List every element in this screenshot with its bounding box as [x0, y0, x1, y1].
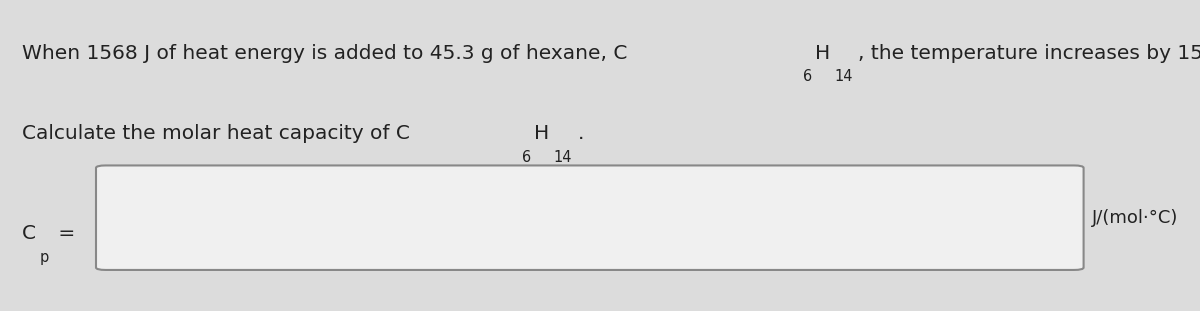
Text: 6: 6 [522, 150, 532, 165]
Text: J/(mol·°C): J/(mol·°C) [1092, 209, 1178, 227]
Text: H: H [815, 44, 829, 63]
Text: 14: 14 [553, 150, 572, 165]
Text: C: C [22, 224, 36, 243]
Text: p: p [40, 250, 49, 265]
Text: 6: 6 [803, 69, 812, 85]
Text: , the temperature increases by 15.3 °C.: , the temperature increases by 15.3 °C. [858, 44, 1200, 63]
Text: .: . [577, 124, 583, 143]
Text: =: = [52, 224, 74, 243]
Text: H: H [534, 124, 550, 143]
Text: Calculate the molar heat capacity of C: Calculate the molar heat capacity of C [22, 124, 409, 143]
Text: 14: 14 [834, 69, 853, 85]
FancyBboxPatch shape [96, 165, 1084, 270]
Text: When 1568 J of heat energy is added to 45.3 g of hexane, C: When 1568 J of heat energy is added to 4… [22, 44, 626, 63]
